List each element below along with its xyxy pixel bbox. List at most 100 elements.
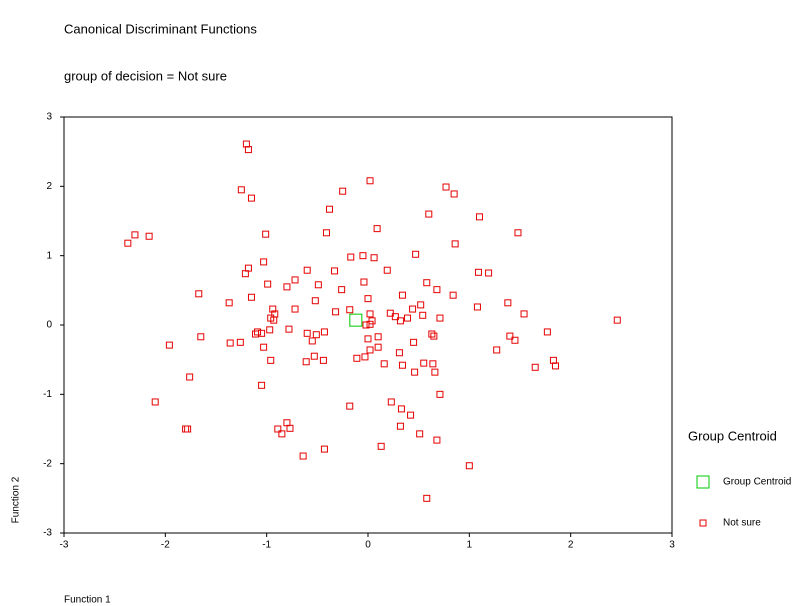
point xyxy=(420,359,428,367)
point xyxy=(299,452,307,460)
point xyxy=(244,146,252,154)
point xyxy=(374,343,382,351)
point xyxy=(308,337,316,345)
point xyxy=(339,187,347,195)
point xyxy=(291,305,299,313)
point xyxy=(410,338,418,346)
point xyxy=(397,405,405,413)
point xyxy=(543,328,551,336)
centroid-marker xyxy=(349,313,363,327)
point xyxy=(151,398,159,406)
point xyxy=(436,390,444,398)
point xyxy=(353,354,361,362)
point xyxy=(254,328,262,336)
point xyxy=(366,346,374,354)
point xyxy=(331,267,339,275)
point xyxy=(429,360,437,368)
point xyxy=(465,462,473,470)
point xyxy=(260,258,268,266)
x-tick-label: 0 xyxy=(365,540,371,551)
point xyxy=(377,442,385,450)
y-tick-label: 2 xyxy=(46,181,52,192)
point xyxy=(366,177,374,185)
point xyxy=(396,317,404,325)
point xyxy=(302,358,310,366)
point xyxy=(428,330,436,338)
legend-label: Not sure xyxy=(723,518,761,529)
y-axis-label: Function 2 xyxy=(11,476,22,523)
point xyxy=(411,368,419,376)
point xyxy=(436,314,444,322)
y-tick-label: 1 xyxy=(46,250,52,261)
legend-title: Group Centroid xyxy=(688,428,777,443)
point xyxy=(398,291,406,299)
legend-label: Group Centroid xyxy=(723,477,791,488)
point xyxy=(417,301,425,309)
point xyxy=(373,225,381,233)
point xyxy=(520,310,528,318)
point xyxy=(338,286,346,294)
x-tick-label: -1 xyxy=(262,540,271,551)
point xyxy=(366,320,374,328)
point xyxy=(124,239,132,247)
point xyxy=(258,329,266,337)
point xyxy=(325,205,333,213)
point xyxy=(396,422,404,430)
point xyxy=(395,349,403,357)
point xyxy=(551,362,559,370)
point xyxy=(311,297,319,305)
point xyxy=(252,330,260,338)
y-tick-label: 3 xyxy=(46,112,52,123)
point xyxy=(475,213,483,221)
point xyxy=(433,436,441,444)
point xyxy=(247,293,255,301)
point xyxy=(412,250,420,258)
point xyxy=(360,278,368,286)
point xyxy=(236,338,244,346)
point xyxy=(430,332,438,340)
chart-subtitle: group of decision = Not sure xyxy=(64,68,227,83)
point xyxy=(346,306,354,314)
point xyxy=(262,230,270,238)
point xyxy=(195,290,203,298)
point xyxy=(362,321,370,329)
point xyxy=(258,381,266,389)
point xyxy=(504,299,512,307)
x-tick-label: -2 xyxy=(161,540,170,551)
point xyxy=(270,316,278,324)
x-axis-label: Function 1 xyxy=(64,595,111,606)
point xyxy=(286,424,294,432)
y-tick-label: -1 xyxy=(43,389,52,400)
point xyxy=(283,283,291,291)
point xyxy=(278,430,286,438)
point xyxy=(312,331,320,339)
point xyxy=(383,266,391,274)
point xyxy=(374,333,382,341)
point xyxy=(182,425,190,433)
point xyxy=(346,402,354,410)
point xyxy=(225,299,233,307)
point xyxy=(226,339,234,347)
point xyxy=(269,305,277,313)
point xyxy=(320,328,328,336)
point xyxy=(274,425,282,433)
point xyxy=(423,279,431,287)
point xyxy=(407,411,415,419)
point xyxy=(237,186,245,194)
point xyxy=(473,303,481,311)
point xyxy=(260,343,268,351)
point xyxy=(264,280,272,288)
point xyxy=(474,268,482,276)
point xyxy=(409,305,417,313)
point xyxy=(165,341,173,349)
point xyxy=(145,232,153,240)
point xyxy=(613,316,621,324)
point xyxy=(398,361,406,369)
chart-title: Canonical Discriminant Functions xyxy=(64,21,257,36)
point xyxy=(184,425,192,433)
point xyxy=(364,295,372,303)
point xyxy=(425,210,433,218)
point xyxy=(419,311,427,319)
point xyxy=(310,352,318,360)
point xyxy=(370,254,378,262)
